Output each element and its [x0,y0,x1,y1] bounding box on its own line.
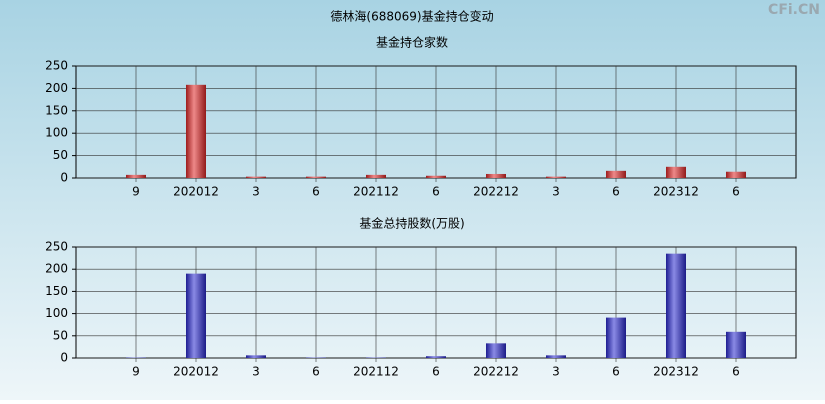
bar [546,177,566,178]
y-tick-label: 200 [45,81,68,95]
x-tick-label: 202312 [653,185,699,199]
chart-subtitle: 基金持仓家数 [376,35,448,50]
y-tick-label: 0 [60,351,68,365]
bar [486,174,506,178]
x-tick-label: 202212 [473,185,519,199]
bar [246,355,266,358]
x-tick-label: 202312 [653,365,699,379]
x-tick-label: 6 [312,365,320,379]
bar [666,254,686,358]
x-tick-label: 6 [612,185,620,199]
y-tick-label: 200 [45,262,68,276]
bar [126,175,146,178]
bar [486,343,506,358]
x-tick-label: 6 [432,185,440,199]
x-tick-label: 3 [252,185,260,199]
y-tick-label: 0 [60,171,68,185]
y-tick-label: 100 [45,126,68,140]
bar [666,167,686,178]
x-tick-label: 6 [732,185,740,199]
x-tick-label: 9 [132,185,140,199]
bar [306,177,326,178]
x-tick-label: 6 [312,185,320,199]
y-tick-label: 50 [53,148,68,162]
x-tick-label: 202112 [353,365,399,379]
bar [426,356,446,358]
bar [426,176,446,178]
y-tick-label: 250 [45,240,68,254]
x-tick-label: 3 [552,185,560,199]
bar [366,175,386,178]
x-tick-label: 202012 [173,365,219,379]
x-tick-label: 3 [552,365,560,379]
y-tick-label: 50 [53,328,68,342]
bar [726,332,746,358]
x-tick-label: 202212 [473,365,519,379]
bar [246,177,266,178]
bar [606,171,626,178]
chart-subtitle: 基金总持股数(万股) [359,216,464,231]
watermark: CFi.CN [768,2,820,18]
bar [726,172,746,178]
x-tick-label: 202012 [173,185,219,199]
bar [606,318,626,358]
y-tick-label: 100 [45,306,68,320]
bar [186,85,206,178]
bar [546,355,566,358]
y-tick-label: 150 [45,103,68,117]
x-tick-label: 6 [732,365,740,379]
y-tick-label: 150 [45,284,68,298]
x-tick-label: 9 [132,365,140,379]
bar [186,274,206,358]
page-title: 德林海(688069)基金持仓变动 [330,9,493,24]
x-tick-label: 6 [612,365,620,379]
x-tick-label: 202112 [353,185,399,199]
x-tick-label: 3 [252,365,260,379]
x-tick-label: 6 [432,365,440,379]
y-tick-label: 250 [45,59,68,73]
